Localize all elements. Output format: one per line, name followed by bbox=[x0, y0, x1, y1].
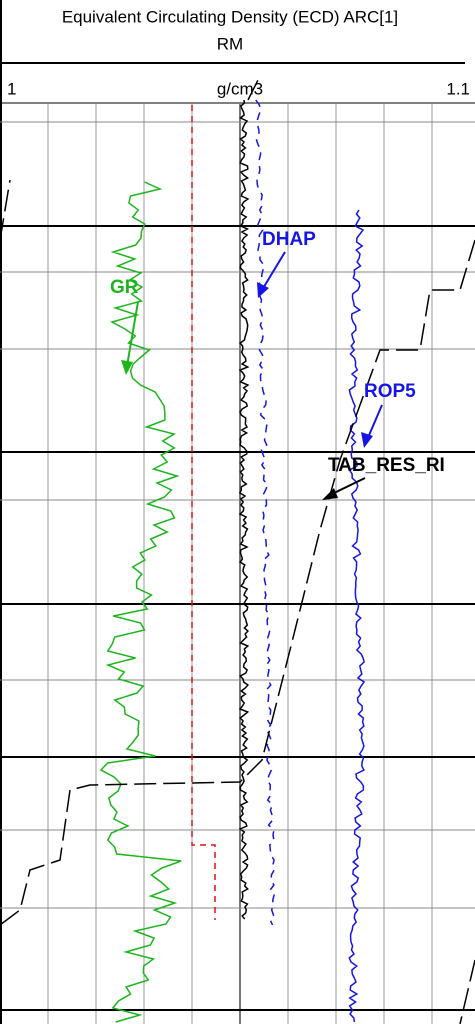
scale-left: 1 bbox=[7, 79, 16, 98]
res-label: TAB_RES_RI bbox=[328, 455, 445, 476]
header-subtitle: RM bbox=[217, 34, 243, 53]
curve-labels: DHAP GR ROP5 TAB_RES_RI bbox=[110, 229, 445, 500]
gr-arrow bbox=[126, 301, 139, 367]
gr-curve bbox=[99, 181, 182, 1023]
res-arrowhead bbox=[322, 488, 338, 500]
rop-label: ROP5 bbox=[364, 381, 416, 402]
header-title: Equivalent Circulating Density (ECD) ARC… bbox=[62, 7, 398, 26]
ref-curve bbox=[191, 105, 216, 920]
res-arrow bbox=[329, 477, 366, 496]
dhap-curve bbox=[255, 99, 275, 926]
gr-label: GR bbox=[110, 277, 139, 298]
curves bbox=[0, 79, 475, 1024]
dhap-label: DHAP bbox=[262, 229, 316, 250]
res-curve bbox=[0, 79, 475, 1024]
dhap-arrow bbox=[261, 251, 286, 291]
rop-arrow bbox=[366, 404, 383, 441]
grid bbox=[0, 103, 475, 1024]
ecd-curve bbox=[238, 99, 250, 920]
rop-curve bbox=[348, 209, 366, 1023]
dhap-arrowhead bbox=[257, 282, 269, 298]
gr-arrowhead bbox=[121, 360, 133, 375]
scale-right: 1.1 bbox=[446, 79, 470, 98]
rop-arrowhead bbox=[361, 432, 373, 448]
